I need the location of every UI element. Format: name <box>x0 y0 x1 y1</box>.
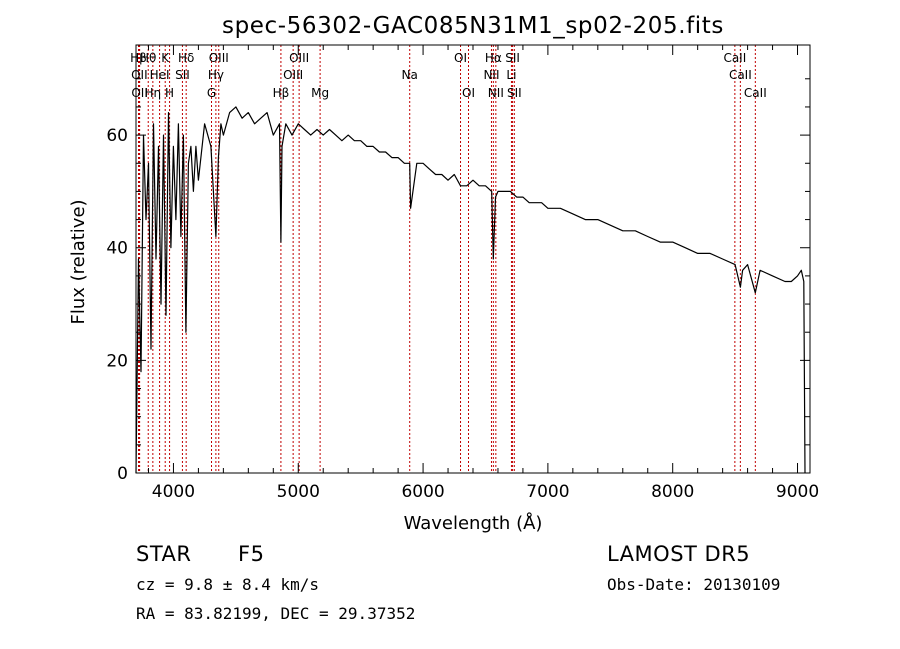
survey-name: LAMOST DR5 <box>607 542 751 566</box>
x-tick-label: 6000 <box>401 482 444 502</box>
redshift-velocity: cz = 9.8 ± 8.4 km/s <box>136 575 320 594</box>
line-label: K <box>161 51 170 65</box>
x-tick-label: 5000 <box>277 482 320 502</box>
line-label: G <box>207 86 216 100</box>
line-label: Hβ <box>130 51 147 65</box>
line-label: OI <box>462 86 475 100</box>
line-label: OII <box>131 86 148 100</box>
observation-date: Obs-Date: 20130109 <box>607 575 781 594</box>
line-label: SII <box>505 51 520 65</box>
object-subclass: F5 <box>238 542 265 566</box>
x-tick-label: 9000 <box>776 482 819 502</box>
x-axis-label: Wavelength (Å) <box>404 512 543 534</box>
line-label: H <box>165 86 174 100</box>
line-label: Li <box>506 68 516 82</box>
line-label: HeI <box>150 68 170 82</box>
y-tick-label: 60 <box>106 126 128 146</box>
y-tick-label: 20 <box>106 351 128 371</box>
coordinates: RA = 83.82199, DEC = 29.37352 <box>136 604 416 623</box>
line-label: Hη <box>145 86 162 100</box>
line-label: OIII <box>209 51 229 65</box>
line-label: Hθ <box>140 51 156 65</box>
y-tick-label: 40 <box>106 239 128 259</box>
line-label: OIII <box>289 51 309 65</box>
line-label: CaII <box>744 86 767 100</box>
spectrum-line <box>135 106 806 474</box>
line-label: OII <box>131 68 148 82</box>
x-tick-label: 4000 <box>152 482 195 502</box>
x-tick-label: 7000 <box>526 482 569 502</box>
line-label: SII <box>175 68 190 82</box>
line-label: OI <box>454 51 467 65</box>
line-label: CaII <box>729 68 752 82</box>
line-label: Hα <box>485 51 502 65</box>
object-class: STAR <box>136 542 192 566</box>
chart-title: spec-56302-GAC085N31M1_sp02-205.fits <box>222 13 724 39</box>
y-tick-label: 0 <box>117 464 128 484</box>
line-label: Hδ <box>178 51 194 65</box>
line-label: OIII <box>283 68 303 82</box>
line-label: Mg <box>311 86 329 100</box>
line-label: Na <box>402 68 418 82</box>
line-label: SII <box>507 86 522 100</box>
line-label: Hβ <box>273 86 290 100</box>
line-label: CaII <box>723 51 746 65</box>
axes: 4000 5000 6000 7000 8000 9000 0 20 40 60 <box>106 44 819 502</box>
line-label: Hγ <box>208 68 224 82</box>
line-label: NII <box>483 68 499 82</box>
spectrum-series <box>135 106 806 474</box>
y-axis-label: Flux (relative) <box>68 199 89 324</box>
x-tick-label: 8000 <box>651 482 694 502</box>
line-markers <box>137 45 756 473</box>
line-label: NII <box>488 86 504 100</box>
